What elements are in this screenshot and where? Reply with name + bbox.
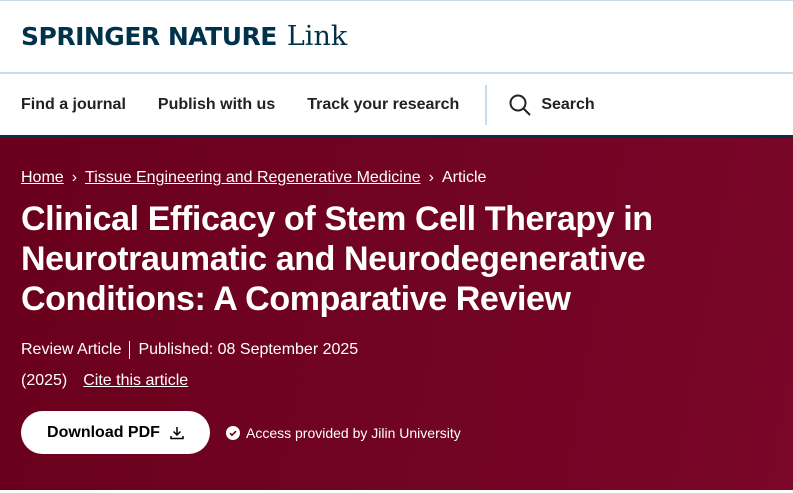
article-type: Review Article [21,341,122,358]
logo-brand: SPRINGER NATURE [21,22,277,51]
chevron-right-icon: › [71,169,78,186]
cite-article-link[interactable]: Cite this article [83,372,189,389]
breadcrumb-journal[interactable]: Tissue Engineering and Regenerative Medi… [85,169,421,186]
breadcrumb: Home › Tissue Engineering and Regenerati… [21,169,772,187]
search-label: Search [541,95,595,113]
nav-find-journal[interactable]: Find a journal [21,95,126,113]
check-circle-icon [226,425,240,440]
article-meta: Review Article Published: 08 September 2… [21,341,772,359]
logo-product: Link [286,21,348,52]
download-icon [170,426,184,439]
springer-nature-link-logo[interactable]: SPRINGER NATURE Link [21,21,347,52]
download-pdf-label: Download PDF [47,423,160,441]
main-nav: Find a journal Publish with us Track you… [0,74,793,138]
article-hero: Home › Tissue Engineering and Regenerati… [0,138,793,490]
nav-divider [485,84,488,125]
search-button[interactable]: Search [509,94,595,116]
article-year: (2025) [21,372,68,389]
breadcrumb-current: Article [441,169,487,186]
article-title: Clinical Efficacy of Stem Cell Therapy i… [21,200,653,318]
access-text: Access provided by Jilin University [246,424,461,441]
breadcrumb-home[interactable]: Home [21,169,64,186]
download-pdf-button[interactable]: Download PDF [21,411,210,454]
nav-publish[interactable]: Publish with us [157,95,276,113]
published-date: Published: 08 September 2025 [138,341,359,358]
chevron-right-icon: › [428,169,434,186]
nav-track-research[interactable]: Track your research [307,95,460,113]
search-icon [509,94,532,116]
access-info: Access provided by Jilin University [226,425,461,441]
article-actions: Download PDF Access provided by Jilin Un… [21,411,772,454]
meta-divider [129,341,131,359]
citation-row: (2025) Cite this article [21,372,772,390]
site-header: SPRINGER NATURE Link [0,0,793,74]
